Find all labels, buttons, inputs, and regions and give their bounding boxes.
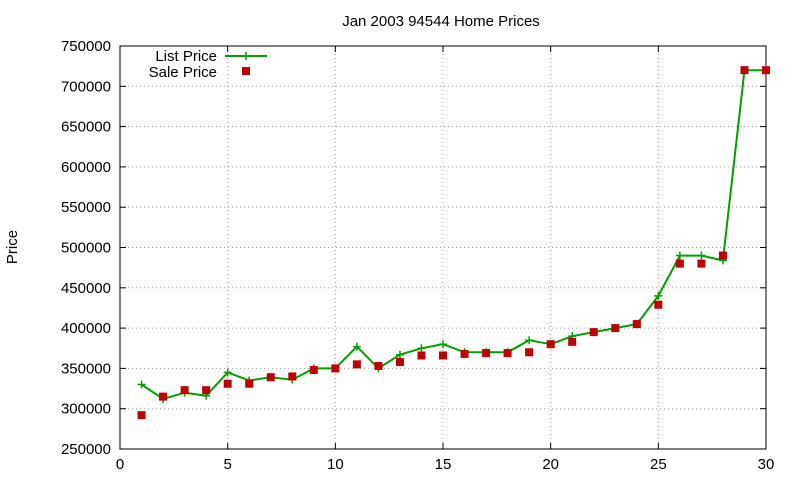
sale-price-point — [525, 348, 534, 357]
legend-label-sale-price: Sale Price — [149, 64, 217, 81]
legend-swatch-sale-price — [242, 67, 250, 75]
y-tick-label: 650000 — [61, 119, 111, 136]
legend-marker-list-price — [242, 52, 250, 60]
sale-price-point — [202, 386, 211, 395]
y-tick-label: 550000 — [61, 199, 111, 216]
sale-price-point — [503, 349, 512, 358]
axis-ticks — [119, 45, 767, 450]
legend: List Price Sale Price — [149, 48, 267, 81]
y-tick-label: 450000 — [61, 280, 111, 297]
sale-price-point — [589, 328, 598, 337]
x-tick-label: 25 — [650, 456, 667, 473]
list-price-point — [417, 344, 426, 353]
y-axis-label: Price — [4, 230, 21, 264]
sale-price-point — [611, 324, 620, 333]
sale-price-point — [223, 379, 232, 388]
y-tick-label: 600000 — [61, 159, 111, 176]
sale-price-point — [266, 373, 275, 382]
sale-price-point — [675, 259, 684, 268]
x-axis-tick-labels: 0 5 10 15 20 25 30 — [116, 456, 775, 473]
sale-price-point — [180, 386, 189, 395]
x-tick-label: 20 — [542, 456, 559, 473]
data-series — [137, 66, 770, 420]
y-tick-label: 750000 — [61, 38, 111, 55]
x-tick-label: 10 — [327, 456, 344, 473]
series-sale-price — [137, 66, 770, 420]
y-axis-tick-labels: 250000 300000 350000 400000 450000 500000 5500… — [61, 38, 111, 458]
y-tick-label: 700000 — [61, 78, 111, 95]
legend-swatch-list-price — [225, 52, 267, 60]
sale-price-point — [460, 349, 469, 358]
sale-price-point — [352, 360, 361, 369]
sale-price-point — [654, 300, 663, 309]
y-tick-label: 500000 — [61, 240, 111, 257]
y-tick-label: 250000 — [61, 441, 111, 458]
sale-price-point — [718, 251, 727, 260]
list-price-point — [654, 291, 663, 300]
sale-price-point — [568, 337, 577, 346]
list-price-line — [140, 69, 766, 401]
sale-price-point — [762, 66, 770, 75]
list-price-point — [675, 251, 684, 260]
chart-title: Jan 2003 94544 Home Prices — [342, 13, 540, 30]
x-tick-label: 15 — [435, 456, 452, 473]
list-price-point — [395, 350, 404, 359]
x-tick-label: 30 — [758, 456, 775, 473]
sale-price-point — [395, 357, 404, 366]
sale-price-point — [546, 340, 555, 349]
sale-price-point — [159, 392, 168, 401]
sale-price-point — [309, 366, 318, 375]
sale-price-point — [374, 361, 383, 370]
list-price-point — [352, 342, 361, 351]
legend-label-list-price: List Price — [155, 48, 217, 65]
y-tick-label: 300000 — [61, 401, 111, 418]
sale-price-point — [417, 351, 426, 360]
sale-price-point — [697, 259, 706, 268]
list-price-point — [525, 336, 534, 345]
sale-price-point — [632, 320, 641, 329]
x-tick-label: 0 — [116, 456, 124, 473]
sale-price-point — [740, 66, 749, 75]
sale-price-point — [482, 349, 491, 358]
legend-marker-sale-price — [242, 67, 250, 75]
sale-price-point — [331, 364, 340, 373]
list-price-point — [439, 340, 447, 349]
list-price-point — [223, 368, 232, 377]
series-list-price — [137, 66, 770, 404]
x-tick-label: 5 — [223, 456, 231, 473]
list-price-point — [137, 380, 146, 389]
sale-price-point — [439, 351, 447, 360]
sale-price-point — [288, 372, 297, 381]
y-tick-label: 400000 — [61, 320, 111, 337]
list-price-point — [697, 251, 706, 260]
sale-price-point — [245, 379, 254, 388]
y-tick-label: 350000 — [61, 360, 111, 377]
sale-price-point — [137, 411, 146, 420]
grid-lines — [120, 46, 766, 449]
